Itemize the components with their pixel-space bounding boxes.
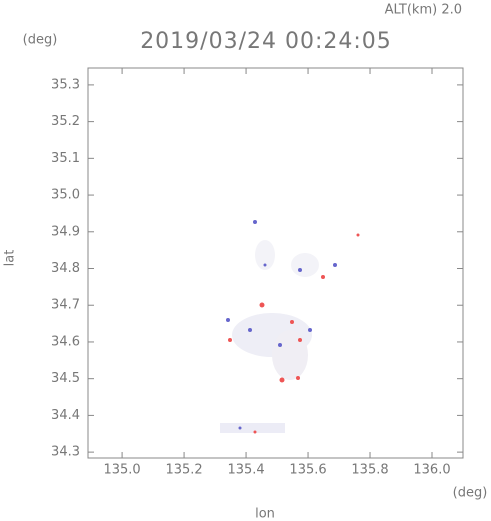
y-unit: (deg)	[23, 33, 58, 48]
x-tick-label: 135.6	[289, 463, 326, 478]
y-tick-label: 34.3	[51, 445, 80, 460]
y-tick-label: 35.1	[51, 151, 80, 166]
x-tick-label: 136.0	[413, 463, 450, 478]
y-tick-label: 34.7	[51, 298, 80, 313]
plot-frame	[87, 67, 464, 459]
x-tick-label: 135.0	[103, 463, 140, 478]
x-tick-label: 135.4	[227, 463, 264, 478]
x-unit: (deg)	[453, 486, 488, 501]
x-tick-label: 135.2	[165, 463, 202, 478]
y-tick-label: 34.8	[51, 261, 80, 276]
y-tick-label: 34.6	[51, 334, 80, 349]
altitude-label: ALT(km) 2.0	[385, 3, 462, 18]
chart-title: 2019/03/24 00:24:05	[140, 29, 392, 54]
y-tick-label: 34.9	[51, 224, 80, 239]
y-tick-label: 35.0	[51, 188, 80, 203]
y-axis-label: lat	[3, 250, 18, 267]
y-tick-label: 34.4	[51, 408, 80, 423]
echo-field	[220, 220, 360, 434]
x-tick-label: 135.8	[351, 463, 388, 478]
y-tick-label: 35.3	[51, 77, 80, 92]
y-tick-label: 34.5	[51, 371, 80, 386]
y-tick-label: 35.2	[51, 114, 80, 129]
x-axis-label: lon	[255, 507, 275, 521]
